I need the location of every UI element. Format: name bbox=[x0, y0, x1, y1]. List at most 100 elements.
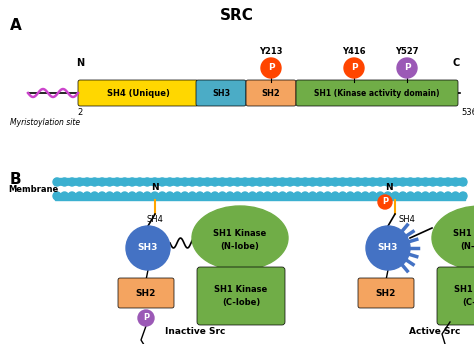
Circle shape bbox=[264, 178, 272, 186]
Circle shape bbox=[406, 192, 414, 200]
Circle shape bbox=[173, 192, 181, 200]
Circle shape bbox=[128, 192, 136, 200]
Circle shape bbox=[309, 178, 317, 186]
Text: SH1 Kinase: SH1 Kinase bbox=[214, 284, 268, 293]
Text: Y416: Y416 bbox=[342, 47, 366, 56]
Circle shape bbox=[444, 178, 452, 186]
Circle shape bbox=[309, 192, 317, 200]
Text: SH4: SH4 bbox=[146, 215, 164, 224]
Circle shape bbox=[293, 178, 301, 186]
Circle shape bbox=[261, 58, 281, 78]
Circle shape bbox=[126, 226, 170, 270]
Circle shape bbox=[203, 192, 211, 200]
Text: (C-lobe): (C-lobe) bbox=[222, 299, 260, 308]
Circle shape bbox=[113, 178, 121, 186]
Circle shape bbox=[429, 192, 437, 200]
Circle shape bbox=[98, 178, 106, 186]
Text: SH1 Kinase: SH1 Kinase bbox=[213, 228, 266, 237]
Circle shape bbox=[158, 192, 166, 200]
Text: SH4 (Unique): SH4 (Unique) bbox=[107, 88, 169, 97]
Circle shape bbox=[392, 192, 399, 200]
Circle shape bbox=[406, 178, 414, 186]
Circle shape bbox=[376, 192, 384, 200]
Circle shape bbox=[256, 192, 264, 200]
Circle shape bbox=[366, 226, 410, 270]
Circle shape bbox=[98, 192, 106, 200]
Circle shape bbox=[378, 195, 392, 209]
Circle shape bbox=[316, 178, 324, 186]
Circle shape bbox=[211, 192, 219, 200]
Circle shape bbox=[331, 178, 339, 186]
Text: 536: 536 bbox=[461, 108, 474, 117]
Circle shape bbox=[384, 192, 392, 200]
Ellipse shape bbox=[192, 206, 288, 270]
FancyBboxPatch shape bbox=[296, 80, 458, 106]
Circle shape bbox=[173, 178, 181, 186]
Text: SH3: SH3 bbox=[378, 244, 398, 252]
FancyBboxPatch shape bbox=[78, 80, 198, 106]
Circle shape bbox=[53, 178, 61, 186]
Circle shape bbox=[143, 178, 151, 186]
Circle shape bbox=[196, 178, 204, 186]
Circle shape bbox=[331, 192, 339, 200]
Circle shape bbox=[143, 192, 151, 200]
Circle shape bbox=[166, 178, 174, 186]
Circle shape bbox=[361, 192, 369, 200]
Circle shape bbox=[68, 178, 76, 186]
Circle shape bbox=[248, 178, 256, 186]
Circle shape bbox=[369, 178, 377, 186]
Circle shape bbox=[354, 178, 362, 186]
Circle shape bbox=[113, 192, 121, 200]
Circle shape bbox=[293, 192, 301, 200]
Circle shape bbox=[219, 192, 227, 200]
Circle shape bbox=[181, 178, 189, 186]
Circle shape bbox=[414, 192, 422, 200]
Circle shape bbox=[339, 178, 346, 186]
Circle shape bbox=[188, 192, 196, 200]
Text: SRC: SRC bbox=[220, 8, 254, 23]
Text: P: P bbox=[268, 64, 274, 73]
Text: 2: 2 bbox=[77, 108, 82, 117]
Text: P: P bbox=[382, 197, 388, 206]
Circle shape bbox=[451, 192, 459, 200]
Circle shape bbox=[91, 192, 99, 200]
Circle shape bbox=[256, 178, 264, 186]
Circle shape bbox=[106, 192, 114, 200]
Circle shape bbox=[203, 178, 211, 186]
Text: Y213: Y213 bbox=[259, 47, 283, 56]
Circle shape bbox=[286, 178, 294, 186]
Circle shape bbox=[83, 178, 91, 186]
Circle shape bbox=[279, 192, 287, 200]
Circle shape bbox=[397, 58, 417, 78]
Circle shape bbox=[459, 178, 467, 186]
Circle shape bbox=[219, 178, 227, 186]
Circle shape bbox=[91, 178, 99, 186]
Text: P: P bbox=[351, 64, 357, 73]
Text: (N-lobe): (N-lobe) bbox=[220, 241, 259, 250]
Circle shape bbox=[181, 192, 189, 200]
Circle shape bbox=[301, 178, 309, 186]
Text: P: P bbox=[143, 313, 149, 323]
Circle shape bbox=[136, 192, 144, 200]
Circle shape bbox=[241, 178, 249, 186]
FancyBboxPatch shape bbox=[196, 80, 246, 106]
Circle shape bbox=[376, 178, 384, 186]
Circle shape bbox=[346, 192, 354, 200]
Circle shape bbox=[316, 192, 324, 200]
Circle shape bbox=[106, 178, 114, 186]
Circle shape bbox=[128, 178, 136, 186]
Circle shape bbox=[361, 178, 369, 186]
Text: Myristoylation site: Myristoylation site bbox=[10, 118, 80, 127]
FancyBboxPatch shape bbox=[437, 267, 474, 325]
Text: C: C bbox=[452, 58, 460, 68]
Circle shape bbox=[339, 192, 346, 200]
Circle shape bbox=[271, 192, 279, 200]
Text: SH4: SH4 bbox=[399, 215, 416, 224]
Circle shape bbox=[279, 178, 287, 186]
Circle shape bbox=[286, 192, 294, 200]
Text: N: N bbox=[151, 183, 159, 192]
Circle shape bbox=[444, 192, 452, 200]
Circle shape bbox=[392, 178, 399, 186]
Circle shape bbox=[226, 192, 234, 200]
Text: Y527: Y527 bbox=[395, 47, 419, 56]
